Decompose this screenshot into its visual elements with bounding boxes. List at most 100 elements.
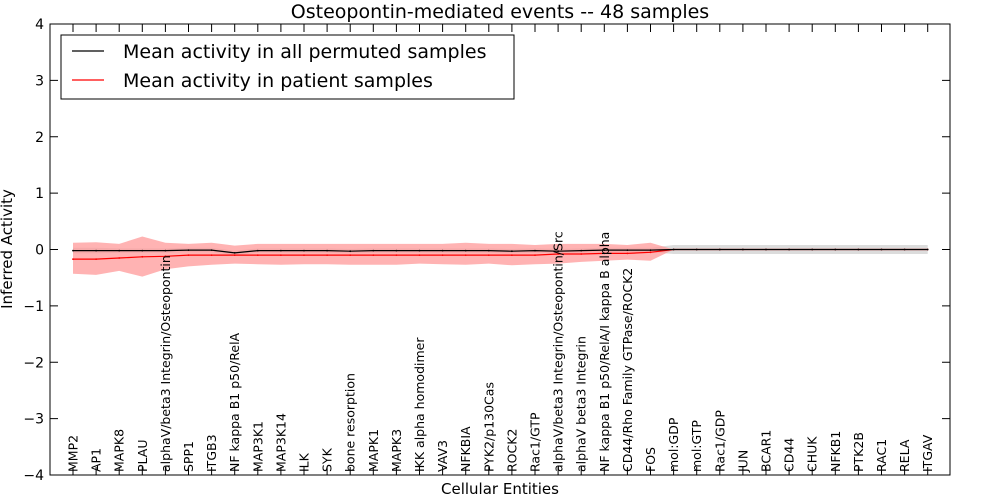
data-point-s0-18 xyxy=(487,249,490,252)
data-point-s1-10 xyxy=(303,254,305,256)
data-point-s1-3 xyxy=(141,255,144,258)
data-point-s0-6 xyxy=(210,249,213,252)
x-tick-label-37: ITGAV xyxy=(920,434,935,472)
data-point-s1-25 xyxy=(649,251,652,254)
x-tick-label-2: MAPK8 xyxy=(112,429,127,472)
data-point-s0-8 xyxy=(256,249,259,252)
x-tick-label-1: AP1 xyxy=(89,448,104,472)
data-point-s0-37 xyxy=(926,248,929,251)
x-tick-label-6: ITGB3 xyxy=(204,434,219,472)
data-point-s1-6 xyxy=(210,254,213,256)
x-tick-label-15: IKK alpha homodimer xyxy=(412,337,427,472)
data-point-s0-33 xyxy=(834,248,837,251)
x-tick-label-10: ILK xyxy=(297,452,312,472)
x-tick-label-7: NF kappa B1 p50/RelA xyxy=(227,332,242,472)
x-tick-label-5: SPP1 xyxy=(181,441,196,472)
legend-label-patient: Mean activity in patient samples xyxy=(123,70,433,92)
data-point-s0-31 xyxy=(788,248,790,251)
x-tick-label-14: MAPK3 xyxy=(389,429,404,472)
x-tick-label-8: MAP3K1 xyxy=(250,421,265,472)
data-point-s0-17 xyxy=(464,249,467,252)
data-point-s0-21 xyxy=(557,250,559,253)
data-point-s0-27 xyxy=(695,248,698,251)
data-point-s0-24 xyxy=(626,249,629,252)
y-tick-label-1: −3 xyxy=(23,412,44,428)
x-axis-label: Cellular Entities xyxy=(441,480,559,498)
x-tick-label-16: VAV3 xyxy=(435,440,450,472)
x-tick-label-27: mol:GTP xyxy=(689,420,704,472)
data-point-s0-32 xyxy=(811,248,814,251)
data-point-s1-21 xyxy=(557,253,559,255)
x-tick-label-25: FOS xyxy=(643,447,658,472)
x-tick-label-9: MAP3K14 xyxy=(273,413,288,472)
data-point-s0-7 xyxy=(233,252,236,254)
y-axis: −4 −3 −2 −1 0 1 2 3 4 xyxy=(23,17,950,484)
data-point-s0-5 xyxy=(187,249,190,252)
x-tick-label-32: CHUK xyxy=(805,436,820,472)
data-point-s0-29 xyxy=(742,248,744,251)
legend: Mean activity in all permuted samples Me… xyxy=(60,34,515,100)
data-point-s0-20 xyxy=(534,249,536,252)
data-point-s1-9 xyxy=(280,254,282,256)
data-point-s0-22 xyxy=(580,249,583,252)
data-point-s1-0 xyxy=(72,258,74,260)
data-point-s0-3 xyxy=(141,249,144,252)
data-point-s1-16 xyxy=(441,254,444,256)
data-point-s1-12 xyxy=(349,254,352,256)
x-tick-label-24: CD44/Rho Family GTPase/ROCK2 xyxy=(620,268,635,472)
x-tick-label-3: PLAU xyxy=(135,440,150,473)
x-tick-label-4: alphaV/beta3 Integrin/Osteopontin xyxy=(158,255,173,472)
x-tick-label-20: Rac1/GTP xyxy=(528,412,543,472)
data-point-s0-10 xyxy=(303,249,305,252)
data-point-s0-28 xyxy=(718,248,721,251)
x-tick-label-29: JUN xyxy=(735,450,750,473)
data-point-s0-15 xyxy=(418,249,421,252)
data-point-s0-2 xyxy=(118,249,121,252)
data-point-s0-16 xyxy=(441,249,444,252)
series-line-0 xyxy=(73,248,928,254)
data-point-s1-8 xyxy=(256,254,259,256)
series-lines xyxy=(72,248,929,260)
data-point-s0-4 xyxy=(164,249,167,252)
data-point-s0-11 xyxy=(326,249,328,252)
x-tick-label-21: alphaV/beta3 Integrin/Osteopontin/Src xyxy=(551,231,566,472)
data-point-s1-24 xyxy=(626,252,629,255)
x-tick-label-35: RAC1 xyxy=(874,439,889,472)
legend-box xyxy=(60,34,515,100)
x-tick-label-30: BCAR1 xyxy=(759,430,774,472)
y-tick-label-8: 4 xyxy=(35,17,44,33)
data-point-s1-1 xyxy=(95,258,97,260)
x-tick-label-11: SYK xyxy=(320,447,335,472)
data-point-s0-30 xyxy=(765,248,767,251)
x-tick-label-12: bone resorption xyxy=(343,373,358,472)
data-point-s1-19 xyxy=(511,254,513,256)
data-point-s0-13 xyxy=(372,249,375,252)
y-tick-label-2: −2 xyxy=(23,355,44,371)
x-tick-label-18: PYK2/p130Cas xyxy=(481,382,496,472)
band-series-1 xyxy=(73,236,928,277)
data-point-s1-11 xyxy=(326,254,328,256)
data-point-s1-20 xyxy=(534,254,536,256)
x-tick-label-33: NFKB1 xyxy=(828,431,843,472)
x-tick-label-34: PTK2B xyxy=(851,432,866,472)
data-point-s0-36 xyxy=(903,248,906,251)
data-point-s0-35 xyxy=(880,248,883,251)
y-tick-label-5: 1 xyxy=(35,186,44,202)
data-point-s1-4 xyxy=(164,255,167,258)
data-point-s1-2 xyxy=(118,257,121,259)
data-point-s1-5 xyxy=(187,254,190,256)
data-point-s1-23 xyxy=(603,252,606,255)
x-tick-label-22: alphaV beta3 Integrin xyxy=(574,336,589,472)
y-tick-label-0: −4 xyxy=(23,468,44,484)
x-tick-label-28: Rac1/GDP xyxy=(712,410,727,472)
x-axis: MMP2 AP1 MAPK8 PLAU alphaV/beta3 Integrin/Os… xyxy=(66,24,935,475)
data-point-s0-12 xyxy=(349,250,352,253)
data-point-s1-18 xyxy=(487,254,490,256)
y-axis-label: Inferred Activity xyxy=(0,189,16,309)
y-tick-label-7: 3 xyxy=(35,73,44,89)
confidence-bands xyxy=(73,236,928,277)
x-tick-label-36: RELA xyxy=(897,439,912,472)
data-point-s0-1 xyxy=(95,249,97,252)
y-tick-label-4: 0 xyxy=(35,243,44,259)
chart-title: Osteopontin-mediated events -- 48 sample… xyxy=(291,1,709,23)
